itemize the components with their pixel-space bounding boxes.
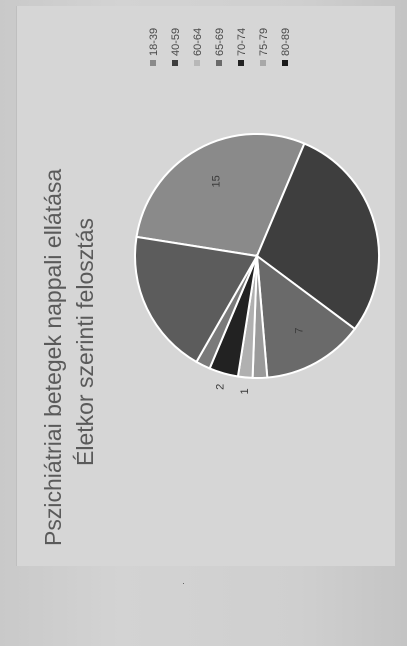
pie-slice-other [134, 235, 259, 364]
legend-swatch [260, 60, 266, 66]
legend-swatch [150, 60, 156, 66]
legend-swatch [194, 60, 200, 66]
slice-label: 2 [215, 384, 227, 390]
pie-chart: Pszichiátriai betegek nappali ellátása É… [40, 28, 380, 546]
slice-label: 1 [239, 388, 251, 394]
chart-slide: Pszichiátriai betegek nappali ellátása É… [16, 6, 395, 566]
legend-label: 75-79 [258, 28, 270, 56]
pie-slice-60-64 [255, 253, 357, 379]
legend-label: 60-64 [192, 28, 204, 56]
slice-label: 15 [211, 175, 223, 187]
pie-slice-40-59 [255, 142, 380, 331]
legend-label: 80-89 [280, 28, 292, 56]
chart-subtitle: Életkor szerinti felosztás [72, 218, 98, 466]
legend-swatch [172, 60, 178, 66]
page-mark: · [182, 578, 185, 588]
legend-swatch [238, 60, 244, 66]
pie-slices [134, 133, 380, 379]
legend-label: 18-39 [148, 28, 160, 56]
pie-slice-18-39 [135, 133, 306, 258]
legend: 18-39 40-59 60-64 65-69 70-74 75-79 80-89 [148, 28, 292, 66]
legend-label: 65-69 [214, 28, 226, 56]
chart-title: Pszichiátriai betegek nappali ellátása [40, 169, 66, 546]
legend-label: 40-59 [170, 28, 182, 56]
legend-swatch [216, 60, 222, 66]
slice-label: 7 [294, 328, 306, 334]
legend-swatch [282, 60, 288, 66]
legend-label: 70-74 [236, 28, 248, 56]
slice-labels: 15 7 1 2 [211, 175, 306, 394]
